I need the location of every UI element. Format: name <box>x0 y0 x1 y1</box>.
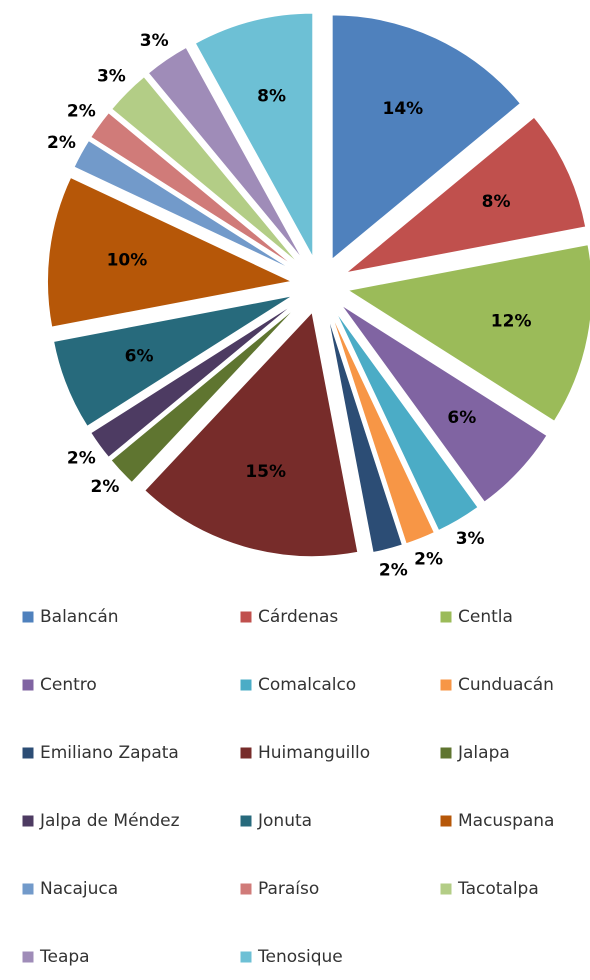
legend-swatch <box>21 678 35 692</box>
value-label: 2% <box>67 102 96 122</box>
value-label: 6% <box>125 347 154 367</box>
legend-swatch <box>21 950 35 964</box>
pie-slice <box>109 303 301 484</box>
value-label: 2% <box>91 477 120 497</box>
legend-swatch <box>21 610 35 624</box>
legend-label: Huimanguillo <box>258 743 370 763</box>
legend-label: Centro <box>40 675 97 695</box>
legend-swatch <box>239 678 253 692</box>
legend-label: Jalpa de Méndez <box>39 811 180 831</box>
value-label: 10% <box>107 251 148 271</box>
legend-swatch <box>239 610 253 624</box>
legend-label: Emiliano Zapata <box>40 743 179 763</box>
legend-swatch <box>239 950 253 964</box>
legend-swatch <box>239 882 253 896</box>
legend-swatch <box>239 814 253 828</box>
pie-slice <box>193 12 314 259</box>
value-label: 3% <box>97 66 126 86</box>
legend-label: Cárdenas <box>258 607 338 627</box>
pie-slice <box>344 115 587 274</box>
legend-swatch <box>21 882 35 896</box>
pie-slice <box>89 111 298 270</box>
legend-label: Jalapa <box>457 743 510 763</box>
legend-label: Teapa <box>39 947 90 967</box>
legend-swatch <box>439 678 453 692</box>
legend-swatch <box>239 746 253 760</box>
pie-slice <box>89 300 298 459</box>
pie-slice <box>110 75 301 266</box>
value-label: 6% <box>447 408 476 428</box>
legend-swatch <box>439 882 453 896</box>
pie-slice <box>339 303 549 504</box>
pie-slice <box>143 310 359 558</box>
legend-label: Jonuta <box>257 811 312 831</box>
legend-label: Nacajuca <box>40 879 118 899</box>
value-label: 2% <box>379 561 408 581</box>
pie-slice <box>147 46 305 263</box>
legend-swatch <box>439 814 453 828</box>
legend-label: Comalcalco <box>258 675 356 695</box>
pie-slice <box>329 310 436 545</box>
legend-label: Paraíso <box>258 879 319 899</box>
value-label: 3% <box>456 529 485 549</box>
legend-label: Tacotalpa <box>457 879 539 899</box>
pie-slice <box>72 139 296 273</box>
value-label: 8% <box>482 192 511 212</box>
value-label: 14% <box>383 99 424 119</box>
pie-slice <box>333 308 480 532</box>
pie-slice <box>345 243 590 423</box>
legend-label: Balancán <box>40 607 119 627</box>
legend-swatch <box>439 610 453 624</box>
pie-slice <box>331 13 522 262</box>
pie-slice <box>52 294 295 428</box>
value-label: 15% <box>245 462 286 482</box>
legend-label: Cunduacán <box>458 675 554 695</box>
value-label: 12% <box>491 311 532 331</box>
legend-label: Centla <box>458 607 513 627</box>
legend-swatch <box>21 814 35 828</box>
value-label: 3% <box>140 31 169 51</box>
legend-swatch <box>439 746 453 760</box>
legend-label: Tenosique <box>257 947 343 967</box>
legend-swatch <box>21 746 35 760</box>
value-label: 2% <box>414 549 443 569</box>
value-label: 2% <box>67 448 96 468</box>
value-label: 8% <box>257 87 286 107</box>
legend-label: Macuspana <box>458 811 554 831</box>
pie-slice <box>326 311 404 554</box>
pie-slice <box>46 176 295 329</box>
value-label: 2% <box>47 133 76 153</box>
